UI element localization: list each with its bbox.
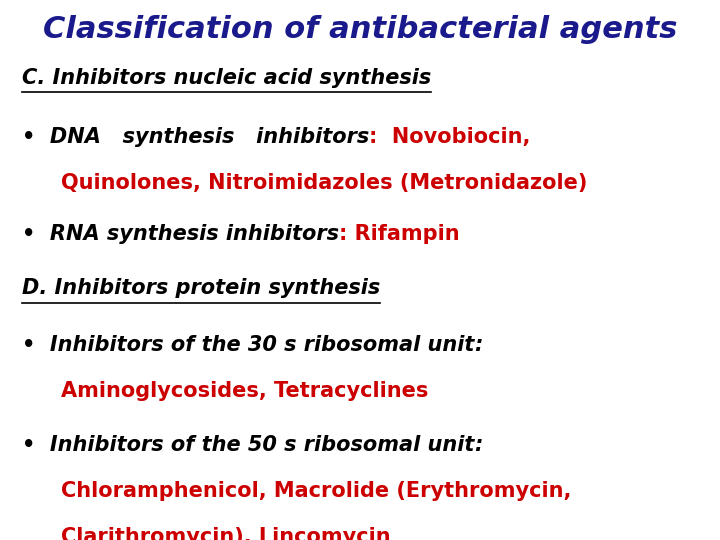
Text: •  RNA synthesis inhibitors: • RNA synthesis inhibitors <box>22 224 338 244</box>
Text: Classification of antibacterial agents: Classification of antibacterial agents <box>42 15 678 44</box>
Text: •  Inhibitors of the 50 s ribosomal unit: • Inhibitors of the 50 s ribosomal unit <box>22 435 474 455</box>
Text: :: : <box>474 435 482 455</box>
Text: •  DNA   synthesis   inhibitors: • DNA synthesis inhibitors <box>22 127 369 147</box>
Text: : Rifampin: : Rifampin <box>338 224 459 244</box>
Text: Quinolones, Nitroimidazoles (Metronidazole): Quinolones, Nitroimidazoles (Metronidazo… <box>61 173 588 193</box>
Text: D. Inhibitors protein synthesis: D. Inhibitors protein synthesis <box>22 278 380 298</box>
Text: •  Inhibitors of the 30 s ribosomal unit: • Inhibitors of the 30 s ribosomal unit <box>22 335 474 355</box>
Text: Aminoglycosides, Tetracyclines: Aminoglycosides, Tetracyclines <box>61 381 428 401</box>
Text: Clarithromycin), Lincomycin: Clarithromycin), Lincomycin <box>61 526 391 540</box>
Text: :: : <box>474 335 482 355</box>
Text: Chloramphenicol, Macrolide (Erythromycin,: Chloramphenicol, Macrolide (Erythromycin… <box>61 481 572 501</box>
Text: :  Novobiocin,: : Novobiocin, <box>369 127 530 147</box>
Text: C. Inhibitors nucleic acid synthesis: C. Inhibitors nucleic acid synthesis <box>22 68 431 87</box>
